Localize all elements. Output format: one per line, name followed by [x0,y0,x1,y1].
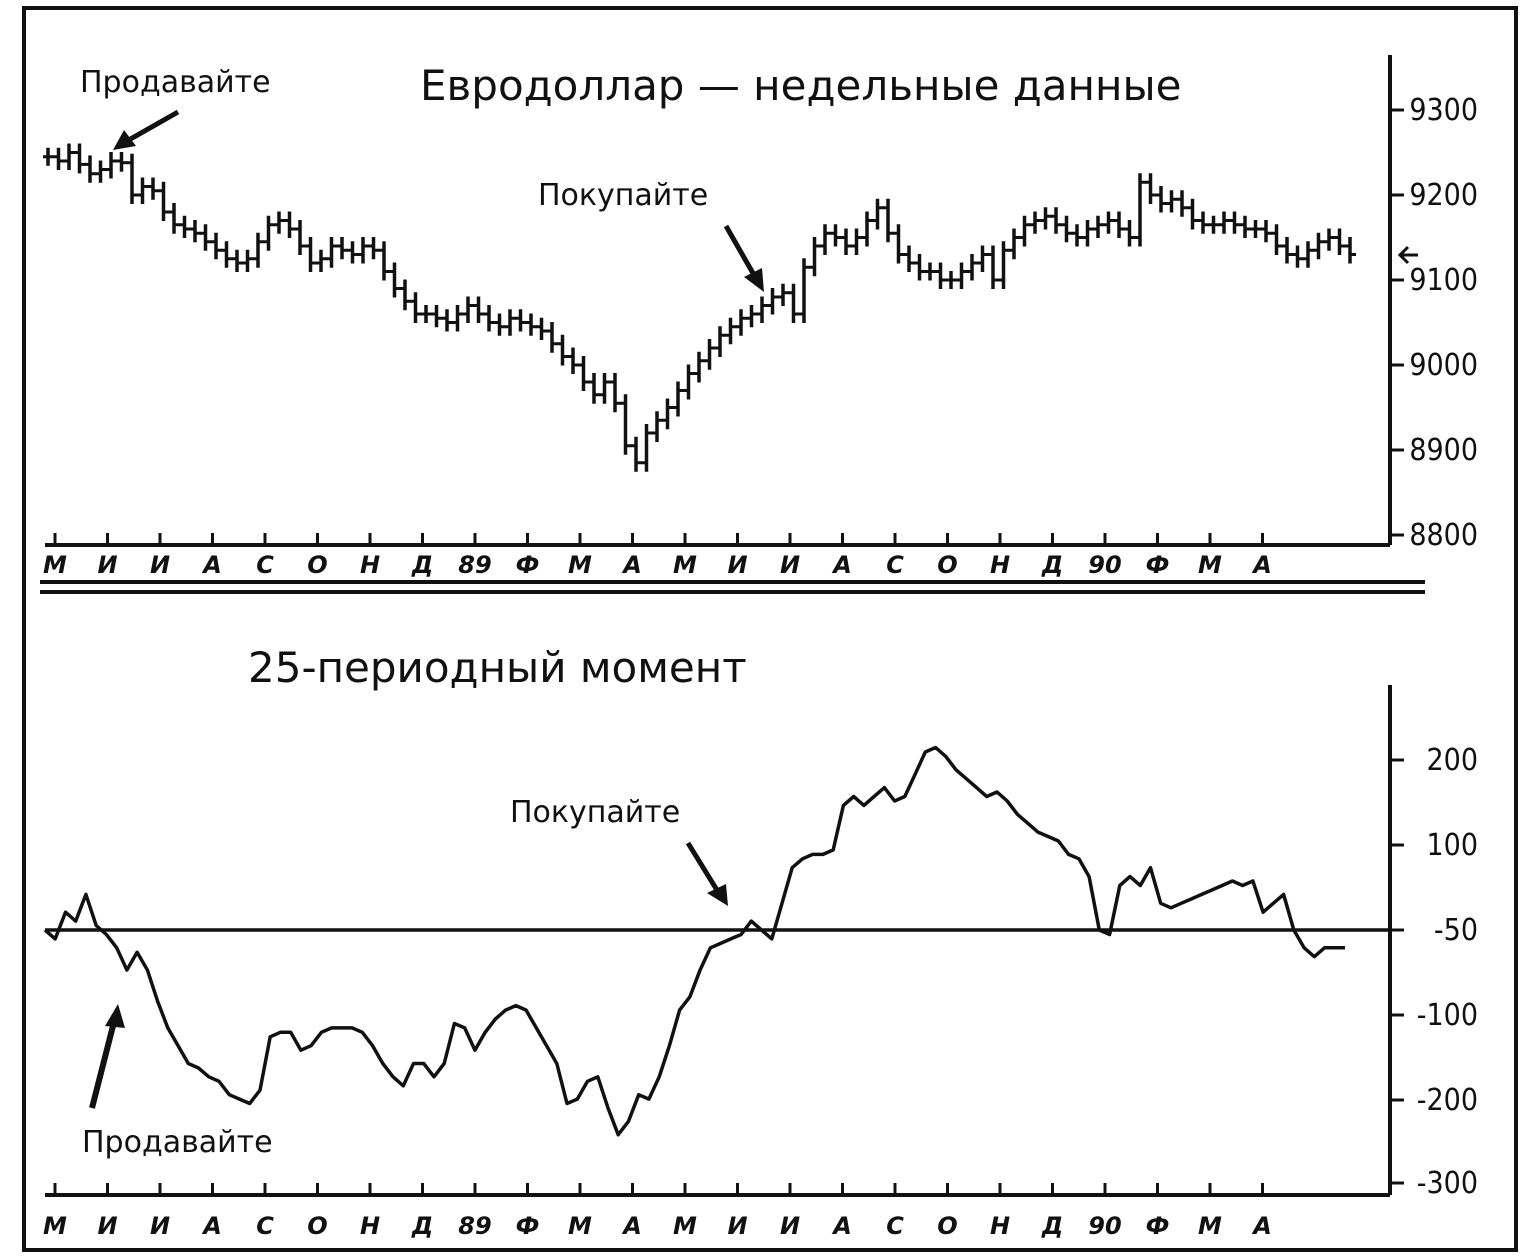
momentum-x-tick-label: И [780,1212,800,1240]
eurodollar-y-tick-label: 8800 [1409,518,1478,553]
momentum-x-ticks: М И И А С О Н Д 89 Ф М А М И И А С О Н Д 90 Ф М А [43,1183,1272,1240]
current-price-arrow-icon [1397,245,1418,265]
eurodollar-x-tick-label: Н [990,551,1010,579]
momentum-x-tick-label: Д [1041,1212,1063,1240]
momentum-x-tick-label: А [621,1212,642,1240]
momentum-x-tick-label: М [568,1212,592,1240]
momentum-x-tick-label: 90 [1088,1212,1121,1240]
sell-arrow-bottom-icon [89,1017,118,1109]
eurodollar-x-tick-label: Ф [516,551,540,579]
eurodollar-x-tick-label: 89 [458,551,491,579]
figure-frame [22,6,1518,1252]
eurodollar-x-tick-label: И [727,551,747,579]
momentum-x-tick-label: А [1251,1212,1272,1240]
eurodollar-x-tick-label: А [201,551,222,579]
momentum-x-tick-label: Ф [516,1212,540,1240]
momentum-x-tick-label: С [886,1212,904,1240]
momentum-x-tick-label: О [307,1212,327,1240]
eurodollar-x-tick-label: М [43,551,67,579]
sell-arrowhead-bottom-icon [105,1004,125,1028]
momentum-x-tick-label: И [97,1212,117,1240]
eurodollar-x-tick-label: С [886,551,904,579]
eurodollar-y-tick-label: 9100 [1409,263,1478,298]
buy-annotation-bottom: Покупайте [510,795,680,830]
sell-arrowhead-top-icon [113,130,136,150]
eurodollar-x-tick-label: А [621,551,642,579]
momentum-x-tick-label: О [937,1212,957,1240]
momentum-y-ticks: 200 100 -50 -100 -200 -300 [1390,743,1478,1201]
eurodollar-x-tick-label: М [568,551,592,579]
buy-arrowhead-top-icon [744,268,764,292]
eurodollar-y-tick-label: 9200 [1409,178,1478,213]
momentum-x-tick-label: М [1198,1212,1222,1240]
momentum-title: 25-периодный момент [248,643,747,692]
eurodollar-x-tick-label: Н [360,551,380,579]
eurodollar-y-tick-label: 9300 [1409,93,1478,128]
momentum-y-tick-label: 200 [1426,743,1478,778]
eurodollar-panel: Евродоллар — недельные данные М И И А С О Н Д 89… [43,55,1478,579]
buy-annotation-top: Покупайте [538,178,708,213]
sell-annotation-bottom: Продавайте [82,1125,273,1160]
momentum-x-tick-label: Д [411,1212,433,1240]
momentum-y-tick-label: 100 [1426,828,1478,863]
momentum-x-tick-label: И [150,1212,170,1240]
momentum-x-tick-label: А [201,1212,222,1240]
momentum-x-tick-label: И [727,1212,747,1240]
momentum-x-tick-label: М [673,1212,697,1240]
momentum-x-tick-label: С [256,1212,274,1240]
eurodollar-x-tick-label: С [256,551,274,579]
momentum-y-tick-label: -200 [1417,1083,1478,1118]
eurodollar-price-bars [43,143,1356,472]
eurodollar-x-tick-label: А [1251,551,1272,579]
eurodollar-x-tick-label: О [937,551,957,579]
eurodollar-y-tick-label: 9000 [1409,348,1478,383]
eurodollar-x-tick-label: И [150,551,170,579]
eurodollar-x-tick-label: И [780,551,800,579]
momentum-x-tick-label: 89 [458,1212,491,1240]
momentum-y-tick-label: -50 [1434,913,1478,948]
eurodollar-x-tick-label: Д [1041,551,1063,579]
eurodollar-x-tick-label: О [307,551,327,579]
momentum-y-tick-label: -300 [1417,1166,1478,1201]
eurodollar-title: Евродоллар — недельные данные [420,61,1181,110]
buy-arrowhead-bottom-icon [707,884,728,906]
eurodollar-x-tick-label: М [673,551,697,579]
sell-annotation-top: Продавайте [80,65,271,100]
eurodollar-x-tick-label: Ф [1146,551,1170,579]
momentum-y-tick-label: -100 [1417,998,1478,1033]
eurodollar-y-tick-label: 8900 [1409,433,1478,468]
eurodollar-x-tick-label: М [1198,551,1222,579]
eurodollar-x-tick-label: Д [411,551,433,579]
eurodollar-x-tick-label: А [831,551,852,579]
momentum-panel: 25-периодный момент М И И А С О Н Д 89 Ф М А М И И А С О Н… [43,643,1478,1240]
momentum-x-tick-label: Н [990,1212,1010,1240]
eurodollar-x-ticks: М И И А С О Н Д 89 Ф М А М И И А С О Н Д 90 Ф М А [43,533,1272,579]
momentum-x-tick-label: А [831,1212,852,1240]
momentum-x-tick-label: М [43,1212,67,1240]
eurodollar-x-tick-label: И [97,551,117,579]
buy-arrow-bottom-icon [685,841,723,897]
momentum-x-tick-label: Н [360,1212,380,1240]
eurodollar-x-tick-label: 90 [1088,551,1121,579]
momentum-series-line [43,745,1345,1137]
eurodollar-y-ticks: 9300 9200 9100 9000 8900 8800 [1390,93,1478,553]
momentum-x-tick-label: Ф [1146,1212,1170,1240]
